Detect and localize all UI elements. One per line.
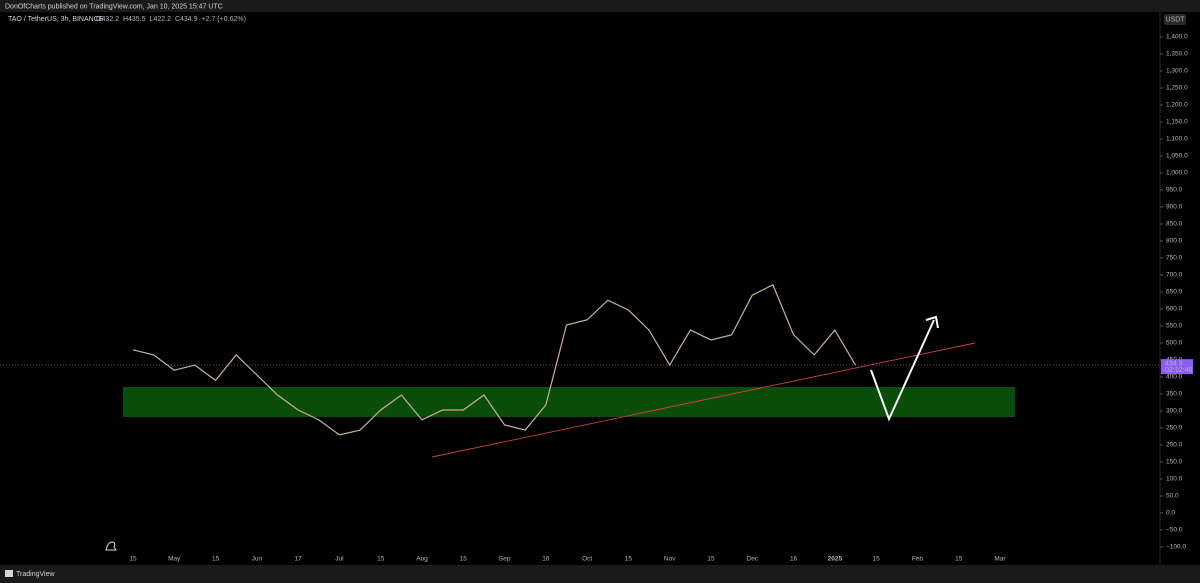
y-tick-label: 150.0 xyxy=(1166,459,1183,466)
y-tick-label: 1,050.0 xyxy=(1166,153,1188,160)
y-tick-label: 100.0 xyxy=(1166,476,1183,483)
ohlc-legend: O432.2 H435.5 L422.2 C434.9 +2.7 (+0.62%) xyxy=(96,16,246,23)
x-tick-label: Sep xyxy=(499,556,511,563)
y-tick-label: 600.0 xyxy=(1166,306,1183,313)
y-tick-label: 400.0 xyxy=(1166,374,1183,381)
y-tick-label: 350.0 xyxy=(1166,391,1183,398)
y-tick-label: 1,200.0 xyxy=(1166,102,1188,109)
currency-box xyxy=(1164,14,1186,25)
x-tick-label: 15 xyxy=(955,556,963,563)
y-tick-label: 250.0 xyxy=(1166,425,1183,432)
x-tick-label: Nov xyxy=(664,556,676,563)
trend-line xyxy=(431,342,976,458)
price-line xyxy=(132,284,857,436)
y-tick-label: 0.0 xyxy=(1166,510,1175,517)
y-tick-label: 1,300.0 xyxy=(1166,68,1188,75)
x-tick-label: Dec xyxy=(747,556,759,563)
y-tick-label: 300.0 xyxy=(1166,408,1183,415)
x-tick-label: Feb xyxy=(912,556,924,563)
y-tick-label: −100.0 xyxy=(1166,544,1186,551)
x-tick-label: Jun xyxy=(252,556,263,563)
publisher: DonOfCharts published on TradingView.com… xyxy=(5,3,223,10)
y-tick-label: 700.0 xyxy=(1166,272,1183,279)
x-tick-label: 15 xyxy=(625,556,633,563)
price-tag-label: 434.9 xyxy=(1165,360,1183,367)
x-tick-label: May xyxy=(168,556,181,563)
currency: USDT xyxy=(1165,16,1185,23)
x-tick-label: 15 xyxy=(873,556,881,563)
y-tick-label: 1,400.0 xyxy=(1166,34,1188,41)
ohlc-value: C434.9 xyxy=(175,16,198,23)
y-tick-label: 850.0 xyxy=(1166,221,1183,228)
y-tick-label: 50.0 xyxy=(1166,493,1179,500)
y-tick-label: 900.0 xyxy=(1166,204,1183,211)
y-tick-label: 1,350.0 xyxy=(1166,51,1188,58)
x-tick-label: 15 xyxy=(707,556,715,563)
y-tick-label: −50.0 xyxy=(1166,527,1183,534)
symbol: TAO / TetherUS, 3h, BINANCE xyxy=(8,16,104,23)
countdown: 02:12:46 xyxy=(1165,367,1192,374)
top-bar xyxy=(0,0,1200,12)
x-tick-label: Jul xyxy=(335,556,344,563)
ohlc-value: O432.2 xyxy=(96,16,119,23)
x-tick-label: Oct xyxy=(582,556,592,563)
y-tick-label: 950.0 xyxy=(1166,187,1183,194)
x-tick-label: 15 xyxy=(460,556,468,563)
x-tick-label: 2025 xyxy=(828,556,843,563)
y-tick-label: 1,000.0 xyxy=(1166,170,1188,177)
y-tick-label: 500.0 xyxy=(1166,340,1183,347)
projection-arrow xyxy=(870,319,935,422)
price-tag xyxy=(1161,359,1193,375)
ohlc-value: H435.5 xyxy=(123,16,146,23)
ohlc-value: L422.2 xyxy=(150,16,172,23)
x-tick-label: 15 xyxy=(129,556,137,563)
y-tick-label: 650.0 xyxy=(1166,289,1183,296)
x-tick-label: 15 xyxy=(212,556,220,563)
footer: TradingView xyxy=(16,571,55,578)
y-tick-label: 750.0 xyxy=(1166,255,1183,262)
support-zone xyxy=(123,387,1015,417)
y-tick-label: 200.0 xyxy=(1166,442,1183,449)
x-tick-label: 16 xyxy=(542,556,550,563)
y-tick-label: 1,250.0 xyxy=(1166,85,1188,92)
footer-logo xyxy=(5,570,13,577)
y-tick-label: 800.0 xyxy=(1166,238,1183,245)
y-tick-label: 550.0 xyxy=(1166,323,1183,330)
x-tick-label: 15 xyxy=(377,556,385,563)
x-tick-label: 16 xyxy=(790,556,798,563)
y-tick-label: 1,150.0 xyxy=(1166,119,1188,126)
footer-bar xyxy=(0,565,1200,583)
x-tick-label: Mar xyxy=(994,556,1006,563)
ohlc-value: +2.7 (+0.62%) xyxy=(202,16,246,23)
y-tick-label: 1,100.0 xyxy=(1166,136,1188,143)
logo-icon xyxy=(105,541,117,551)
x-tick-label: 17 xyxy=(295,556,303,563)
arrow-head xyxy=(925,315,939,329)
x-tick-label: Aug xyxy=(416,556,428,563)
